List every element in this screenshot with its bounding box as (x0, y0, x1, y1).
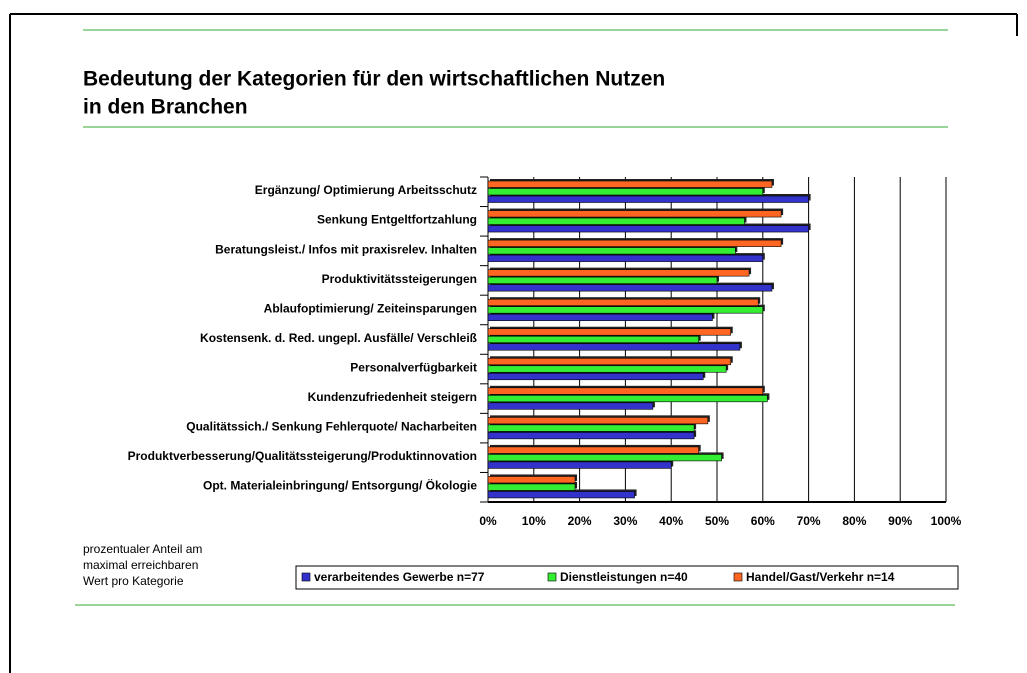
y-tick-label: Senkung Entgeltfortzahlung (317, 213, 477, 227)
bar (487, 476, 576, 484)
legend-box (295, 565, 959, 590)
y-tick-label: Ergänzung/ Optimierung Arbeitsschutz (255, 183, 477, 197)
bar (487, 491, 635, 499)
note: prozentualer Anteil am (83, 542, 202, 556)
bar (487, 335, 699, 344)
chart-title: Bedeutung der Kategorien für den wirtsch… (83, 68, 665, 91)
bar (487, 217, 745, 225)
bar (487, 387, 764, 395)
y-tick-label: Ablaufoptimierung/ Zeiteinsparungen (264, 301, 477, 315)
bar (487, 298, 759, 306)
x-tick-label: 100% (931, 514, 962, 528)
x-tick-label: 0% (479, 514, 497, 528)
x-tick-label: 20% (568, 514, 592, 528)
x-tick-label: 10% (522, 514, 546, 528)
chart-title: in den Branchen (83, 96, 248, 119)
legend-label: Handel/Gast/Verkehr n=14 (746, 570, 895, 584)
legend-label: verarbeitendes Gewerbe n=77 (314, 570, 485, 584)
bar (487, 417, 709, 425)
bar (487, 328, 732, 336)
bar (487, 446, 699, 454)
bar (487, 306, 764, 314)
y-tick-label: Qualitätssich./ Senkung Fehlerquote/ Nac… (186, 420, 477, 434)
bar (487, 276, 718, 284)
bar (487, 483, 576, 491)
bar (487, 247, 736, 255)
bar (487, 254, 764, 262)
x-tick-label: 70% (797, 514, 821, 528)
bar (487, 357, 732, 366)
bar (487, 210, 782, 218)
bar (487, 269, 750, 277)
bar (487, 365, 727, 373)
legend-swatch (301, 572, 311, 582)
bar (487, 424, 695, 432)
x-tick-label: 60% (751, 514, 775, 528)
x-tick-label: 40% (659, 514, 683, 528)
bar (487, 372, 704, 381)
bar (487, 402, 654, 410)
bar (487, 239, 782, 247)
y-tick-label: Kundenzufriedenheit steigern (308, 390, 477, 404)
bar (487, 284, 773, 292)
bar (487, 180, 773, 188)
x-tick-label: 80% (842, 514, 866, 528)
x-tick-label: 30% (613, 514, 637, 528)
legend-swatch (547, 572, 557, 582)
y-tick-label: Opt. Materialeinbringung/ Entsorgung/ Ök… (203, 478, 477, 493)
bar (487, 461, 672, 469)
bar (487, 343, 741, 351)
y-tick-label: Beratungsleist./ Infos mit praxisrelev. … (215, 242, 477, 256)
bar (487, 313, 713, 321)
x-tick-label: 90% (888, 514, 912, 528)
bar (487, 225, 809, 233)
note: maximal erreichbaren (83, 558, 198, 572)
bar (487, 188, 764, 196)
legend-label: Dienstleistungen n=40 (560, 570, 688, 584)
bar (487, 195, 809, 203)
y-tick-label: Produktverbesserung/Qualitätssteigerung/… (128, 449, 477, 463)
y-tick-label: Produktivitätssteigerungen (322, 272, 477, 286)
x-tick-label: 50% (705, 514, 729, 528)
bar (487, 395, 768, 403)
note: Wert pro Kategorie (83, 574, 184, 588)
bar (487, 432, 695, 440)
y-tick-label: Kostensenk. d. Red. ungepl. Ausfälle/ Ve… (200, 331, 477, 345)
bar (487, 454, 722, 462)
legend-swatch (733, 572, 743, 582)
y-tick-label: Personalverfügbarkeit (350, 360, 477, 374)
